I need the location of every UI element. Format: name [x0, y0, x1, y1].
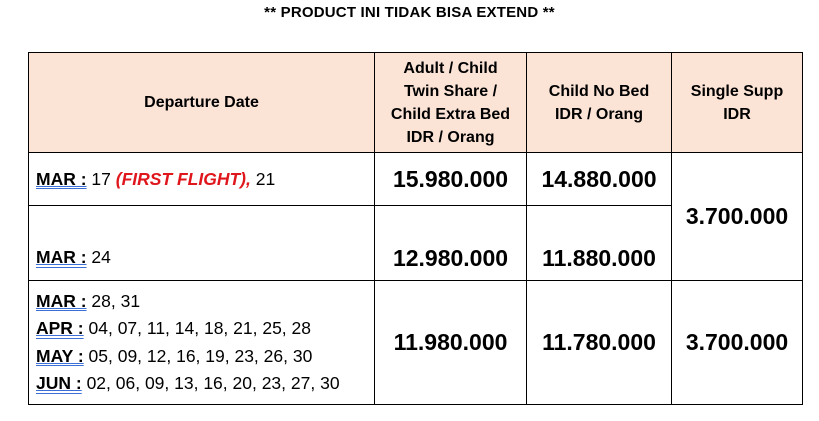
- month-label: MAY :: [36, 345, 84, 366]
- child-no-bed-price: 14.880.000: [526, 152, 672, 206]
- single-supp-price: 3.700.000: [671, 152, 803, 281]
- adult-price: 11.980.000: [374, 280, 527, 405]
- adult-price: 15.980.000: [374, 152, 527, 206]
- date-line: APR : 04, 07, 11, 14, 18, 21, 25, 28: [36, 318, 311, 338]
- header-adult-child-twin: Adult / Child Twin Share / Child Extra B…: [374, 52, 527, 153]
- single-supp-price: 3.700.000: [671, 280, 803, 405]
- header-single-supp: Single Supp IDR: [671, 52, 803, 153]
- date-line: JUN : 02, 06, 09, 13, 16, 20, 23, 27, 30: [36, 373, 340, 393]
- departure-cell: MAR : 24: [28, 205, 375, 281]
- child-no-bed-price: 11.780.000: [526, 280, 672, 405]
- notice-title: ** PRODUCT INI TIDAK BISA EXTEND **: [264, 4, 555, 21]
- departure-cell: MAR : 28, 31 APR : 04, 07, 11, 14, 18, 2…: [28, 280, 375, 405]
- month-label: MAR :: [36, 247, 87, 267]
- header-departure-date: Departure Date: [28, 52, 375, 153]
- child-no-bed-price: 11.880.000: [526, 205, 672, 281]
- date-line: MAR : 28, 31: [36, 290, 141, 311]
- month-label: MAR :: [36, 168, 87, 189]
- first-flight-note: (FIRST FLIGHT),: [115, 168, 251, 189]
- date-line: MAY : 05, 09, 12, 16, 19, 23, 26, 30: [36, 345, 313, 366]
- price-table: Departure Date Adult / Child Twin Share …: [28, 52, 803, 405]
- departure-cell: MAR : 17 (FIRST FLIGHT), 21: [28, 152, 375, 206]
- month-label: JUN :: [36, 373, 82, 393]
- header-child-no-bed: Child No Bed IDR / Orang: [526, 52, 672, 153]
- adult-price: 12.980.000: [374, 205, 527, 281]
- month-label: MAR :: [36, 290, 87, 311]
- table-row: MAR : 24 12.980.000 11.880.000: [28, 205, 803, 281]
- table-row: MAR : 28, 31 APR : 04, 07, 11, 14, 18, 2…: [28, 280, 803, 405]
- table-row: MAR : 17 (FIRST FLIGHT), 21 15.980.000 1…: [28, 152, 803, 281]
- header-row: Departure Date Adult / Child Twin Share …: [28, 52, 803, 153]
- month-label: APR :: [36, 318, 84, 338]
